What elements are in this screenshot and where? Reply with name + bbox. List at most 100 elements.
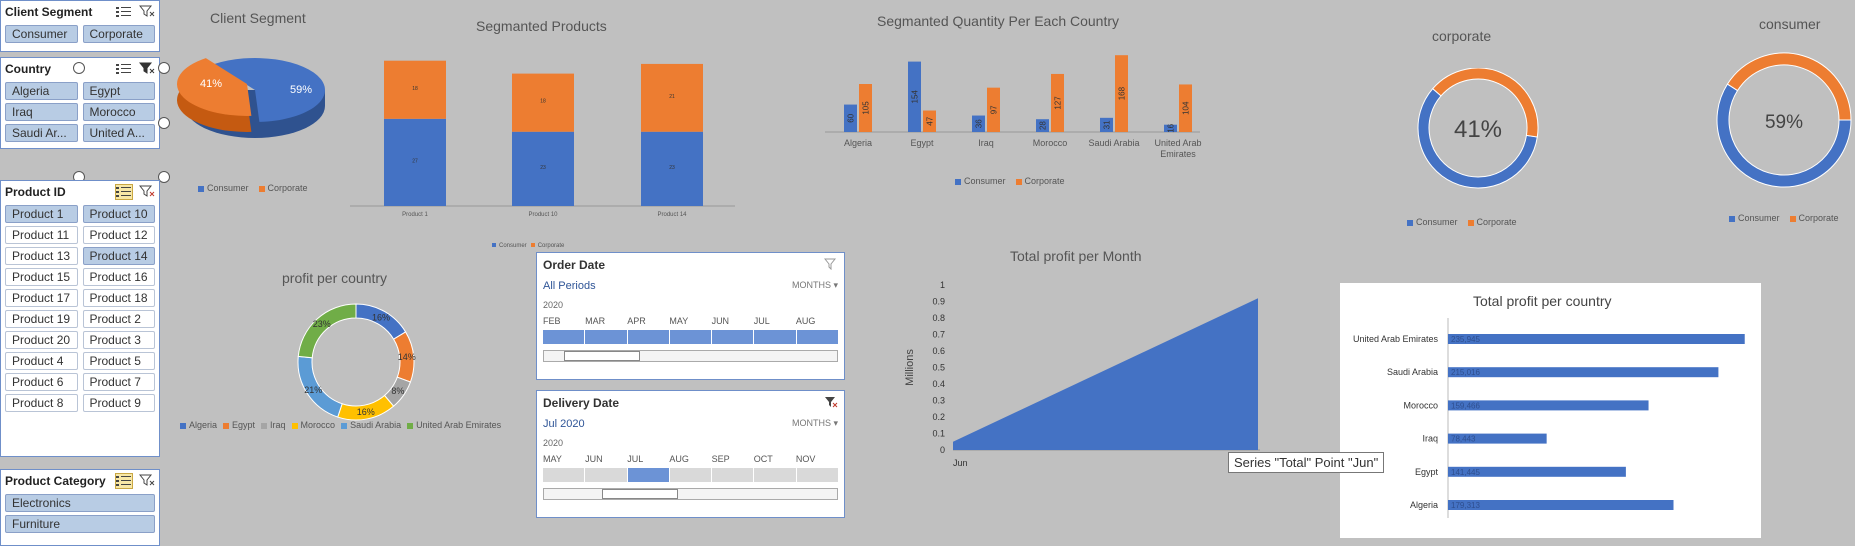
y-tick-label: 1 (940, 280, 945, 290)
data-label: 23 (669, 165, 675, 171)
data-label: 235,945 (1451, 335, 1480, 344)
clear-filter-icon[interactable] (138, 473, 155, 487)
slicer-title: Client Segment (5, 5, 93, 19)
timeline-scrollbar[interactable] (543, 350, 838, 362)
data-label: 18 (412, 86, 418, 92)
multi-select-icon[interactable] (115, 61, 133, 77)
y-tick-label: 0 (940, 445, 945, 455)
slicer-item[interactable]: Product 14 (82, 247, 155, 265)
slicer-item[interactable]: United A... (82, 124, 155, 142)
slicer-item[interactable]: Product 18 (82, 289, 155, 307)
timeline-unit-dropdown[interactable]: MONTHS ▾ (791, 418, 838, 428)
x-tick-label: Algeria (844, 138, 872, 148)
timeline-month: FEB (543, 316, 561, 326)
multi-select-icon[interactable] (115, 4, 133, 20)
slice-label: 16% (357, 407, 375, 417)
data-label: 23 (540, 165, 546, 171)
slicer-item[interactable]: Iraq (5, 103, 78, 121)
clear-filter-icon[interactable] (138, 4, 155, 18)
data-label: 141,445 (1451, 468, 1480, 477)
y-tick-label: 0.8 (932, 313, 945, 323)
slicer-item[interactable]: Product 9 (82, 394, 155, 412)
timeline-title: Order Date (543, 258, 606, 272)
slicer-item[interactable]: Product 13 (5, 247, 78, 265)
clear-filter-icon[interactable] (138, 184, 155, 198)
donut-slice (1716, 83, 1852, 188)
slicer-product-category: Product Category Electronics Furniture (0, 469, 160, 546)
timeline-unit-dropdown[interactable]: MONTHS ▾ (791, 280, 838, 290)
slicer-item[interactable]: Product 10 (82, 205, 155, 223)
slicer-item[interactable]: Product 5 (82, 352, 155, 370)
timeline-month: SEP (711, 454, 730, 464)
slicer-item[interactable]: Product 20 (5, 331, 78, 349)
clear-filter-icon[interactable] (824, 396, 838, 411)
data-label: 21 (669, 94, 675, 100)
x-tick-label: Egypt (910, 138, 934, 148)
timeline-scrollbar[interactable] (543, 488, 838, 500)
timeline-delivery-date[interactable]: Delivery Date Jul 2020 MONTHS ▾ 2020 MAY J… (536, 390, 845, 518)
slicer-item[interactable]: Product 4 (5, 352, 78, 370)
data-label: 97 (990, 105, 999, 114)
slicer-item[interactable]: Furniture (5, 515, 155, 533)
slicer-item[interactable]: Corporate (82, 25, 155, 43)
slicer-item[interactable]: Product 8 (5, 394, 78, 412)
slicer-item[interactable]: Product 12 (82, 226, 155, 244)
slicer-item[interactable]: Product 7 (82, 373, 155, 391)
x-tick-label: Product 1 (402, 212, 428, 218)
slicer-item[interactable]: Product 11 (5, 226, 78, 244)
timeline-bar[interactable] (543, 468, 838, 482)
segmented-quantity-title: Segmanted Quantity Per Each Country (877, 13, 1120, 29)
slicer-item[interactable]: Product 2 (82, 310, 155, 328)
resize-handle[interactable] (158, 171, 170, 183)
slicer-title: Country (5, 62, 51, 76)
timeline-year: 2020 (543, 438, 564, 448)
client-segment-legend: Consumer Corporate (198, 183, 308, 193)
slice-label: 21% (304, 385, 322, 395)
data-label: 60 (847, 113, 856, 122)
y-tick-label: Morocco (1403, 400, 1438, 410)
donut-center-label: 41% (1454, 116, 1502, 143)
slicer-item[interactable]: Morocco (82, 103, 155, 121)
slicer-item[interactable]: Product 17 (5, 289, 78, 307)
bar-corporate (512, 73, 574, 132)
multi-select-icon[interactable] (115, 184, 133, 200)
timeline-month: JUN (711, 316, 730, 326)
slicer-item[interactable]: Product 6 (5, 373, 78, 391)
timeline-month: JUL (753, 316, 770, 326)
legend-item: Egypt (223, 420, 255, 430)
donut-slice (297, 303, 357, 359)
bar-corporate (641, 63, 703, 132)
resize-handle[interactable] (158, 117, 170, 129)
client-segment-pie: 59% 41% (176, 58, 325, 138)
resize-handle[interactable] (158, 62, 170, 74)
slicer-item[interactable]: Product 1 (5, 205, 78, 223)
profit-per-month-title: Total profit per Month (1010, 248, 1142, 264)
timeline-month: MAY (669, 316, 689, 326)
clear-filter-icon[interactable] (823, 258, 838, 273)
slicer-item[interactable]: Product 3 (82, 331, 155, 349)
slicer-item[interactable]: Product 15 (5, 268, 78, 286)
profit-per-country-bar-chart: United Arab Emirates 235,945 Saudi Arabia 2… (1353, 318, 1745, 518)
multi-select-icon[interactable] (115, 473, 133, 489)
slicer-item[interactable]: Consumer (5, 25, 78, 43)
slicer-item[interactable]: Algeria (5, 82, 78, 100)
pie-label: 59% (290, 84, 312, 96)
data-label: 28 (1039, 121, 1048, 130)
pie-slice-consumer (213, 58, 325, 122)
timeline-bar[interactable] (543, 330, 838, 344)
slicer-item[interactable]: Egypt (82, 82, 155, 100)
legend-item: United Arab Emirates (407, 420, 501, 430)
resize-handle[interactable] (73, 62, 85, 74)
data-label: 104 (1182, 101, 1191, 115)
y-tick-label: Algeria (1410, 500, 1438, 510)
slicer-item[interactable]: Electronics (5, 494, 155, 512)
slicer-item[interactable]: Saudi Ar... (5, 124, 78, 142)
bar-consumer (1100, 117, 1113, 132)
bar-consumer (1036, 119, 1049, 132)
data-label: 154 (911, 90, 920, 104)
y-tick-label: Saudi Arabia (1387, 367, 1438, 377)
slicer-item[interactable]: Product 19 (5, 310, 78, 328)
slicer-item[interactable]: Product 16 (82, 268, 155, 286)
clear-filter-icon[interactable] (138, 61, 155, 75)
timeline-order-date[interactable]: Order Date All Periods MONTHS ▾ 2020 FEB M… (536, 252, 845, 380)
